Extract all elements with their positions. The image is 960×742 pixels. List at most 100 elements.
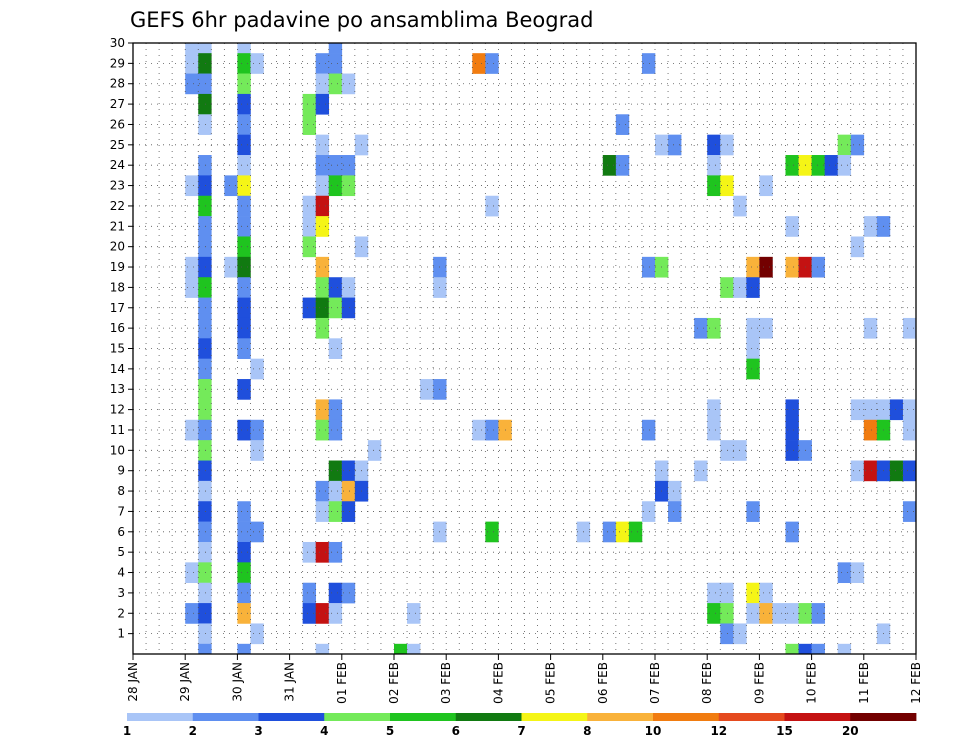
heatmap-cell xyxy=(237,73,251,95)
heatmap-cell xyxy=(602,521,617,543)
color-bar-segment xyxy=(587,713,654,721)
heatmap-cell xyxy=(785,155,799,176)
heatmap-cell xyxy=(863,460,878,482)
heatmap-cell xyxy=(863,399,878,421)
y-tick-label: 6 xyxy=(117,525,125,539)
heatmap-cell xyxy=(302,216,316,237)
heatmap-cell xyxy=(785,440,799,461)
heatmap-cell xyxy=(341,73,356,95)
y-tick-label: 23 xyxy=(110,179,125,193)
heatmap-cell xyxy=(237,643,251,655)
heatmap-cell xyxy=(198,338,212,359)
heatmap-cell xyxy=(850,134,865,156)
heatmap-cell xyxy=(863,317,878,339)
y-tick-label: 10 xyxy=(110,443,125,457)
heatmap-cell xyxy=(198,43,212,54)
heatmap-cell xyxy=(811,256,825,278)
heatmap-cell xyxy=(237,175,251,197)
color-bar: 1 2 3 4 5 6 7 8 10 12 15 20 xyxy=(123,713,917,738)
x-tick-label: 12 FEB xyxy=(909,662,923,704)
y-tick-label: 19 xyxy=(110,260,125,274)
heatmap-cell xyxy=(302,195,316,217)
heatmap-cell xyxy=(237,562,251,584)
color-bar-label: 10 xyxy=(645,724,662,738)
heatmap-cell xyxy=(237,155,251,176)
heatmap-cell xyxy=(837,134,852,156)
y-tick-label: 15 xyxy=(110,342,125,356)
color-bar-label: 5 xyxy=(386,724,394,738)
heatmap-cell xyxy=(185,562,199,584)
heatmap-cell xyxy=(237,236,251,258)
heatmap-cell xyxy=(198,379,212,400)
heatmap-cell xyxy=(198,114,212,135)
heatmap-cell xyxy=(720,134,734,156)
heatmap-cell xyxy=(315,175,330,197)
color-bar-label: 15 xyxy=(776,724,793,738)
color-bar-segment xyxy=(127,713,194,721)
heatmap-cell xyxy=(198,155,212,176)
heatmap-cell xyxy=(198,358,212,380)
color-bar-label: 1 xyxy=(123,724,131,738)
heatmap-cell xyxy=(302,93,316,115)
heatmap-cell xyxy=(328,419,343,441)
heatmap-cell xyxy=(759,317,773,339)
y-tick-label: 11 xyxy=(110,423,125,437)
heatmap-cell xyxy=(746,256,760,278)
heatmap-cell xyxy=(694,460,708,482)
x-tick-label: 08 FEB xyxy=(700,662,714,704)
heatmap-cell xyxy=(198,521,212,543)
heatmap-cell xyxy=(315,480,330,502)
heatmap-cell xyxy=(668,480,682,502)
heatmap-cell xyxy=(315,643,330,655)
heatmap-cell xyxy=(302,236,316,258)
heatmap-cell xyxy=(720,623,734,645)
heatmap-cell xyxy=(485,53,499,74)
heatmap-cell xyxy=(785,521,799,543)
heatmap-cell xyxy=(902,419,917,441)
heatmap-cell xyxy=(315,93,330,115)
heatmap-cell xyxy=(850,562,865,584)
heatmap-cell xyxy=(485,521,499,543)
heatmap-cell xyxy=(641,53,656,74)
heatmap-cell xyxy=(224,256,238,278)
heatmap-cell xyxy=(328,53,343,74)
heatmap-cell xyxy=(407,603,421,624)
heatmap-cell xyxy=(902,317,917,339)
heatmap-cell xyxy=(198,419,212,441)
heatmap-cell xyxy=(328,43,343,54)
heatmap-cell xyxy=(889,460,904,482)
heatmap-cell xyxy=(315,53,330,74)
heatmap-cell xyxy=(198,480,212,502)
y-tick-label: 29 xyxy=(110,56,125,70)
heatmap-cell xyxy=(237,317,251,339)
heatmap-cell xyxy=(420,379,434,400)
heatmap-cell xyxy=(707,134,721,156)
color-bar-label: 12 xyxy=(710,724,727,738)
heatmap-cell xyxy=(250,623,264,645)
y-tick-label: 17 xyxy=(110,301,125,315)
heatmap-cell xyxy=(707,582,721,604)
heatmap-cells xyxy=(185,43,917,655)
heatmap-cell xyxy=(472,419,486,441)
heatmap-cell xyxy=(315,256,330,278)
heatmap-cell xyxy=(341,480,356,502)
y-tick-label: 13 xyxy=(110,382,125,396)
heatmap-cell xyxy=(785,419,799,441)
heatmap-cell xyxy=(850,399,865,421)
heatmap-cell xyxy=(302,297,316,319)
heatmap-cell xyxy=(341,582,356,604)
heatmap-cell xyxy=(302,114,316,135)
heatmap-cell xyxy=(720,440,734,461)
heatmap-cell xyxy=(198,256,212,278)
color-bar-segment xyxy=(850,713,917,721)
heatmap-cell xyxy=(198,440,212,461)
color-bar-segment xyxy=(521,713,588,721)
heatmap-cell xyxy=(328,338,343,359)
y-tick-label: 26 xyxy=(110,117,125,131)
heatmap-cell xyxy=(185,277,199,298)
heatmap-cell xyxy=(185,175,199,197)
heatmap-cell xyxy=(237,256,251,278)
heatmap-cell xyxy=(328,175,343,197)
heatmap-cell xyxy=(315,317,330,339)
y-axis: 1234567891011121314151617181920212223242… xyxy=(110,36,133,641)
